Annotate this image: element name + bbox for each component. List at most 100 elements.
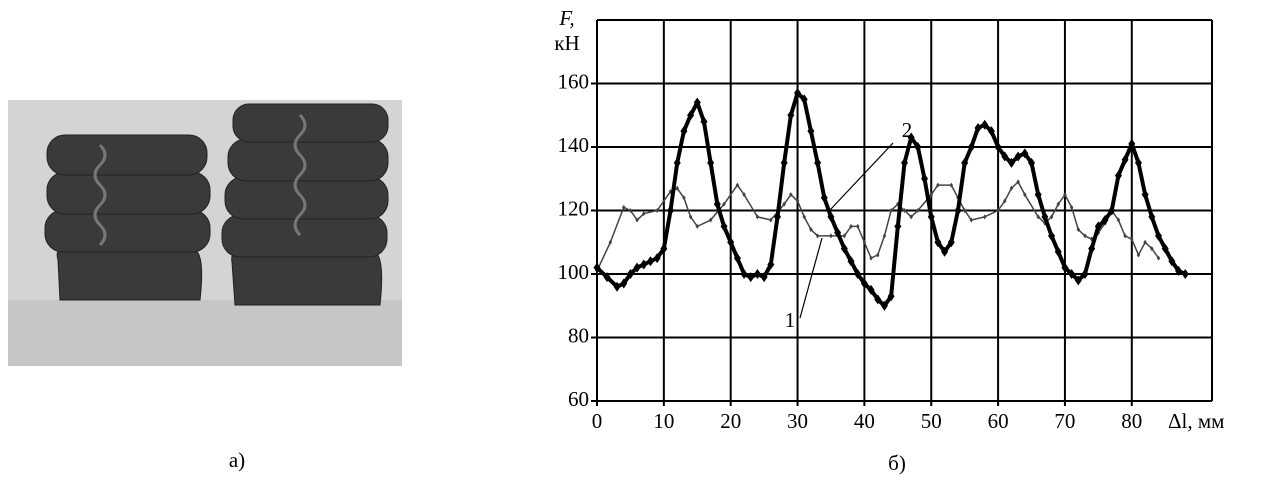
data-point: [782, 201, 786, 207]
y-tick-label: 60: [568, 387, 589, 411]
data-point: [1076, 227, 1081, 233]
data-point: [626, 269, 634, 279]
data-point: [753, 269, 761, 279]
data-point: [688, 214, 693, 220]
data-point: [708, 217, 713, 223]
data-point: [655, 208, 659, 213]
data-point: [927, 211, 935, 222]
data-point: [1143, 239, 1147, 245]
data-point: [1128, 138, 1136, 149]
data-point: [760, 272, 768, 283]
data-point: [1028, 157, 1036, 168]
data-point: [1061, 262, 1069, 273]
data-point: [713, 199, 721, 210]
data-point: [854, 269, 862, 279]
x-tick-label: 60: [988, 409, 1009, 433]
data-point: [1036, 214, 1040, 220]
data-point: [849, 223, 853, 229]
data-point: [1007, 157, 1015, 168]
data-point: [894, 221, 902, 232]
data-point: [789, 192, 793, 198]
data-point: [733, 253, 741, 264]
data-point: [1009, 185, 1014, 191]
data-point: [1034, 189, 1042, 200]
data-point: [1081, 269, 1089, 279]
data-point: [628, 208, 633, 213]
data-point: [809, 227, 813, 233]
data-point: [981, 119, 989, 130]
data-point: [829, 233, 833, 239]
data-point: [1041, 211, 1049, 222]
data-point: [1123, 233, 1127, 239]
series-line: [596, 181, 1160, 272]
data-point: [682, 195, 686, 201]
data-point: [862, 239, 867, 245]
data-point: [635, 217, 639, 223]
data-point: [949, 182, 954, 188]
data-point: [916, 208, 920, 213]
data-point: [996, 208, 1000, 213]
data-point: [967, 142, 975, 152]
data-point: [1155, 230, 1163, 241]
data-point: [740, 269, 748, 279]
data-point: [695, 223, 700, 229]
data-point: [795, 198, 800, 204]
y-axis-unit: кН: [554, 31, 579, 55]
data-point: [929, 192, 933, 198]
data-point: [767, 259, 775, 270]
data-point: [815, 233, 820, 239]
data-point: [1101, 215, 1109, 226]
data-point: [1021, 148, 1029, 159]
figure-caption: а): [229, 448, 245, 472]
data-point: [707, 157, 715, 168]
annotation: 2: [902, 118, 913, 142]
y-axis-label: F,: [558, 6, 574, 30]
data-point: [962, 208, 967, 213]
data-point: [941, 246, 949, 257]
data-point: [727, 237, 735, 248]
data-point: [947, 237, 955, 248]
data-point: [1141, 189, 1149, 200]
data-point: [1056, 201, 1060, 207]
data-point: [1063, 192, 1067, 198]
data-point: [1069, 204, 1074, 210]
data-point: [807, 126, 815, 137]
data-point: [1068, 269, 1076, 279]
x-tick-label: 30: [787, 409, 808, 433]
data-point: [1054, 246, 1062, 257]
data-point: [1150, 246, 1154, 252]
data-point: [1049, 214, 1054, 220]
data-point: [769, 217, 773, 223]
data-point: [1136, 252, 1141, 258]
data-point: [693, 97, 701, 108]
x-tick-label: 10: [653, 409, 674, 433]
data-point: [802, 214, 806, 220]
x-tick-label: 20: [720, 409, 741, 433]
x-tick-label: 40: [854, 409, 875, 433]
data-point: [974, 122, 982, 133]
data-point: [660, 243, 668, 254]
photo: [8, 100, 402, 366]
data-point: [1156, 255, 1161, 261]
data-point: [869, 255, 873, 261]
data-point: [987, 126, 995, 137]
y-tick-label: 80: [568, 323, 589, 347]
data-point: [755, 214, 760, 220]
data-point: [1003, 198, 1007, 204]
data-point: [1074, 275, 1082, 286]
x-tick-label: 70: [1054, 409, 1075, 433]
data-point: [1116, 217, 1121, 223]
data-point: [773, 211, 781, 222]
data-point: [876, 252, 880, 258]
data-point: [780, 157, 788, 168]
data-point: [961, 157, 969, 168]
data-point: [847, 256, 855, 267]
data-point: [613, 281, 621, 292]
data-point: [840, 243, 848, 254]
x-tick-label: 50: [921, 409, 942, 433]
data-point: [1181, 269, 1189, 279]
series-line: [595, 91, 1187, 308]
data-point: [1001, 151, 1009, 162]
data-point: [902, 208, 907, 213]
data-point: [742, 192, 746, 198]
